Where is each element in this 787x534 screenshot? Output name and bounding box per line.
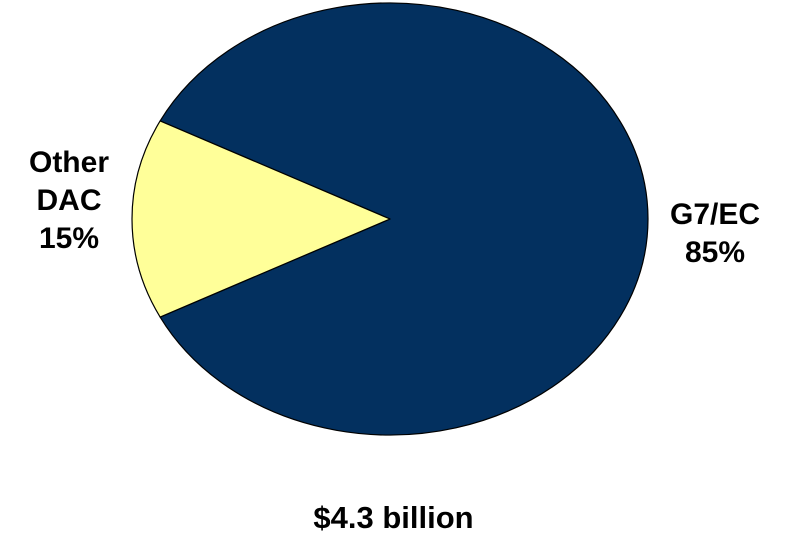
pie-slice-g7-ec	[159, 2, 649, 436]
label-other-dac: Other DAC 15%	[14, 144, 124, 258]
pie-slice-other-dac	[131, 120, 391, 318]
label-g7-ec: G7/EC 85%	[650, 196, 780, 272]
label-other-dac-line2: DAC	[36, 184, 102, 217]
label-g7-ec-name: G7/EC	[669, 198, 761, 231]
total-label: $4.3 billion	[313, 500, 474, 534]
label-g7-ec-percent: 85%	[684, 236, 746, 269]
label-other-dac-percent: 15%	[38, 222, 100, 255]
label-other-dac-line1: Other	[28, 146, 109, 179]
pie-slices	[131, 2, 649, 436]
